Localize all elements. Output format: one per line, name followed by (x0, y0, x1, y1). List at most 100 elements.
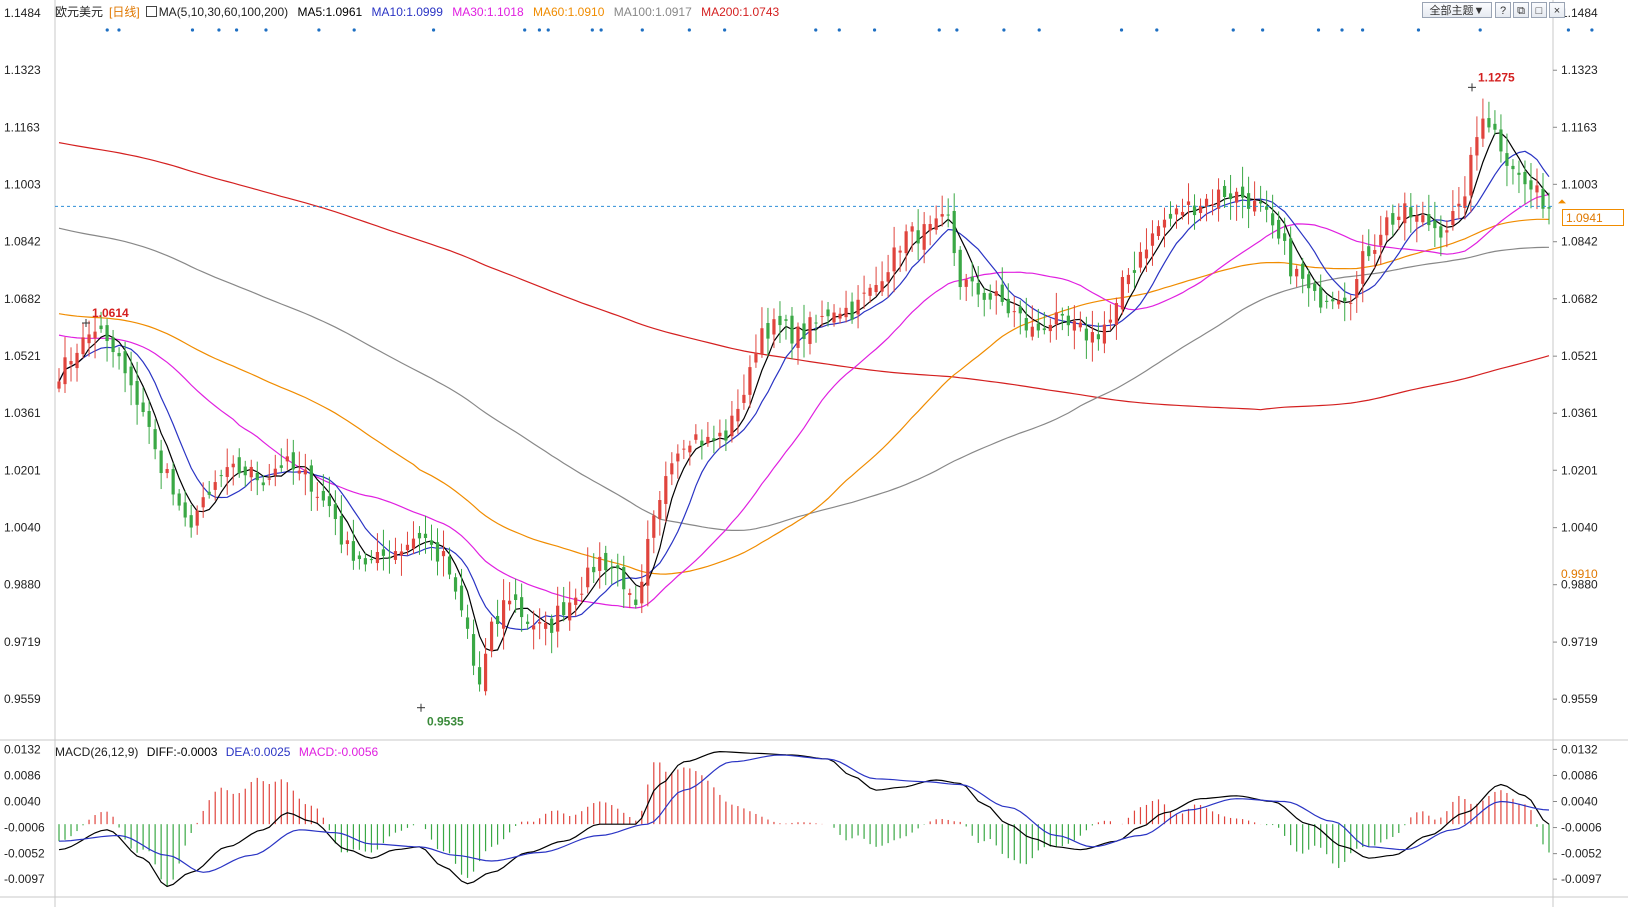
ma60-axis-tag: 0.9910 (1561, 567, 1598, 581)
candle-body (1253, 200, 1257, 212)
event-dot (814, 28, 818, 32)
event-dot (190, 28, 195, 32)
candle-body (1018, 306, 1022, 314)
candle-body (81, 337, 85, 355)
left-price-label: 1.0361 (4, 406, 41, 420)
candle-body (1168, 213, 1173, 219)
price-tick-label: 1.0521 (1561, 349, 1598, 363)
left-price-label: 0.9880 (4, 578, 41, 592)
ma-toggle-icon[interactable] (145, 6, 157, 17)
candle-body (700, 440, 704, 446)
macd-params: MACD(26,12,9) (55, 745, 139, 759)
event-dot (217, 28, 221, 32)
candle-body (375, 551, 380, 564)
macd-diff-line (58, 750, 1550, 888)
candle-body (862, 292, 866, 294)
candle-body (736, 408, 740, 422)
candle-body (201, 497, 205, 508)
candle-body (520, 597, 524, 618)
help-button[interactable]: ? (1495, 2, 1511, 18)
event-dot (1119, 28, 1124, 32)
candle-body (1403, 203, 1407, 224)
candle-body (994, 291, 998, 296)
candle-body (610, 567, 614, 569)
candle-body (429, 540, 434, 545)
candle-body (670, 463, 674, 475)
candle-body (207, 491, 211, 495)
price-tick-label: 1.1163 (1561, 120, 1597, 134)
maximize-button[interactable]: □ (1531, 2, 1547, 18)
candle-body (1337, 300, 1341, 305)
candle-body (748, 367, 752, 395)
high-marker: 1.1275 (1478, 70, 1515, 84)
event-dot (640, 28, 644, 32)
event-dot (955, 28, 959, 32)
candle-body (640, 581, 644, 604)
candle-body (1433, 220, 1437, 229)
candle-body (351, 541, 355, 561)
candle-body (1240, 186, 1245, 198)
candle-body (1481, 118, 1485, 139)
candle-body (964, 279, 968, 287)
candle-body (694, 434, 698, 440)
close-button[interactable]: × (1549, 2, 1565, 18)
left_high-marker: 1.0614 (92, 306, 129, 320)
candle-body (898, 250, 902, 253)
candle-body (399, 551, 404, 556)
candle-body (976, 282, 980, 295)
candle-body (495, 615, 500, 625)
candle-body (1421, 215, 1425, 223)
candle-body (327, 496, 331, 507)
symbol-title: 欧元美元 (55, 5, 104, 19)
candle-body (838, 313, 842, 319)
candle-body (1283, 233, 1287, 241)
candle-body (111, 337, 115, 353)
candle-body (1361, 251, 1365, 284)
left-price-label: 1.0040 (4, 521, 41, 535)
candle-body (508, 600, 512, 605)
ma10-value: MA10:1.0999 (371, 5, 443, 19)
candle-body (652, 515, 656, 538)
theme-dropdown[interactable]: 全部主题▼ (1422, 2, 1492, 18)
price-tick-label: 0.9719 (1561, 635, 1598, 649)
candle-body (1000, 284, 1004, 302)
candle-body (267, 478, 271, 480)
candle-body (934, 218, 938, 230)
candle-body (1331, 299, 1335, 302)
candle-body (958, 249, 962, 288)
candle-body (1132, 270, 1137, 273)
candle-body (1222, 185, 1227, 197)
candle-body (1234, 191, 1239, 203)
candle-body (988, 293, 992, 300)
candle-body (1409, 207, 1413, 218)
candle-body (1114, 303, 1119, 325)
candle-body (387, 556, 392, 559)
candle-body (1391, 213, 1395, 225)
candle-body (87, 334, 91, 344)
candle-body (1060, 313, 1064, 316)
restore-button[interactable]: ⧉ (1513, 2, 1529, 18)
candle-body (1138, 251, 1143, 268)
candle-body (550, 618, 554, 633)
candle-body (369, 559, 374, 561)
candle-body (57, 381, 61, 389)
macd-tick-label: 0.0132 (1561, 742, 1598, 756)
candle-body (1156, 226, 1161, 237)
candle-body (1120, 277, 1125, 310)
candle-body (153, 429, 157, 450)
price-tick-label: 1.0040 (1561, 521, 1598, 535)
candle-body (778, 315, 782, 326)
candle-body (886, 272, 890, 282)
candle-body (562, 602, 566, 616)
price-tick-label: 1.1323 (1561, 63, 1598, 77)
candle-body (195, 510, 199, 526)
candle-body (592, 566, 596, 573)
macd-dea-line (58, 754, 1550, 873)
event-dot (1566, 28, 1570, 32)
candle-body (1307, 274, 1311, 289)
candle-body (147, 410, 151, 427)
event-dots (105, 28, 1594, 32)
ma5-value: MA5:1.0961 (297, 5, 363, 19)
price-tick-label: 1.0682 (1561, 292, 1598, 306)
